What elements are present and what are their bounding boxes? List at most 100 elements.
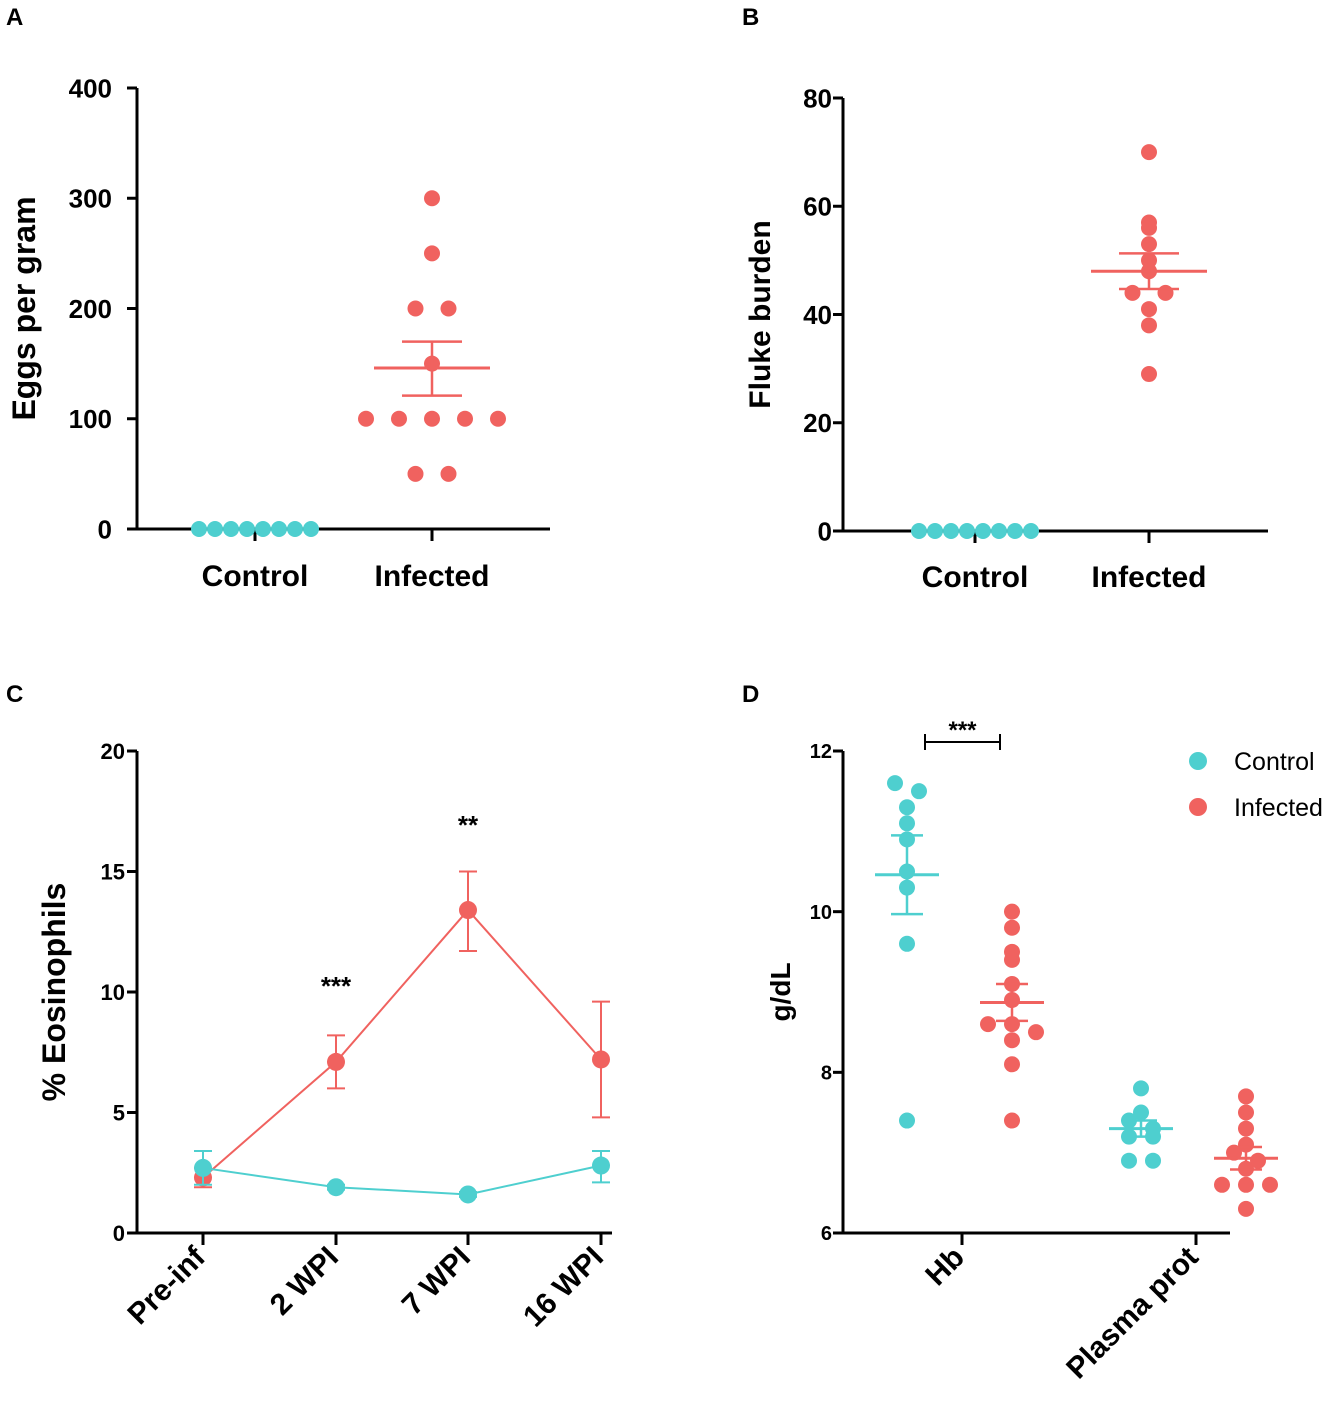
panel-d-point-infected [1238,1120,1254,1137]
panel-d-legend-marker-infected [1189,798,1207,816]
panel-d-legend-label-control: Control [1234,748,1315,776]
panel-b-point-infected [1157,284,1174,301]
panel-c-point-infected [327,1052,345,1071]
panel-b-point-control [959,523,975,539]
panel-c-point-infected [459,901,477,920]
panel-b-x-tick-label: Control [922,561,1029,594]
panel-a-y-tick-label: 100 [69,404,112,434]
panel-a-point-infected [358,410,374,427]
panel-letter-b: B [742,4,760,31]
panel-d-significance-label: *** [948,717,977,744]
panel-c-point-control [194,1158,212,1177]
panel-d-legend-label-infected: Infected [1234,794,1323,822]
panel-d-y-tick-label: 6 [821,1223,832,1245]
panel-d-point-infected [1250,1152,1266,1169]
panel-b-y-tick-label: 0 [818,516,832,546]
panel-a-y-tick-label: 200 [69,294,112,324]
panel-d-point-control [887,775,903,792]
panel-a-x-tick-label: Control [202,560,309,593]
panel-b-point-infected [1124,284,1141,301]
panel-c-x-tick-label: 16 WPI [517,1241,610,1334]
panel-b-y-tick-label: 20 [803,408,832,438]
panel-c-y-tick-label: 20 [101,739,125,764]
panel-b-point-control [911,523,927,539]
panel-d-point-infected [1238,1104,1254,1121]
panel-d-point-control [899,815,915,832]
panel-a-point-infected [490,410,506,427]
panel-letter-c: C [6,681,24,708]
panel-d-point-infected [980,1016,996,1033]
panel-d-point-control [1145,1152,1161,1169]
panel-c-point-control [459,1185,477,1204]
panel-b-y-tick-label: 40 [803,300,832,330]
panel-letter-d: D [742,681,760,708]
panel-a-point-control [255,521,271,537]
panel-a-point-infected [424,190,440,207]
panel-a-point-control [303,521,319,537]
panel-b-point-infected [1141,236,1157,253]
panel-b-y-tick-label: 60 [803,192,832,222]
panel-a-point-infected [407,465,424,482]
panel-a-point-control [287,521,303,537]
panel-b-point-control [991,523,1007,539]
panel-b-point-control [1007,523,1023,539]
panel-a-point-infected [424,245,440,262]
panel-d-point-infected [1238,1088,1254,1105]
panel-a-y-tick-label: 0 [98,514,112,544]
panel-a-point-infected [407,300,424,317]
panel-b-point-infected [1141,301,1157,318]
panel-a-point-control [223,521,239,537]
panel-b-y-tick-label: 80 [803,83,832,113]
panel-c-significance-label: *** [321,971,352,1001]
panel-d-point-control [899,935,915,952]
panel-d-point-infected [1004,951,1020,968]
panel-b-point-control [975,523,991,539]
panel-b-point-infected [1141,144,1157,161]
panel-a-x-tick-label: Infected [374,560,489,593]
panel-d-legend-marker-control [1189,752,1207,770]
panel-d-point-infected [1238,1136,1254,1153]
panel-d-y-tick-label: 10 [810,902,832,924]
panel-c-point-infected [592,1050,610,1069]
panel-b-point-infected [1141,366,1157,383]
panel-c-line-infected [202,908,602,1179]
panel-c-x-tick-label: Pre-inf [121,1240,212,1331]
panel-c-y-tick-label: 10 [101,980,125,1005]
panel-b-point-control [927,523,943,539]
panel-a-point-infected [424,410,440,427]
panel-d-point-control [1133,1104,1149,1121]
panel-d-point-control [1121,1152,1137,1169]
panel-c-x-tick-label: 7 WPI [396,1241,477,1322]
panel-d-point-control [899,799,915,816]
panel-a-point-control [271,521,287,537]
panel-c-point-control [327,1178,345,1197]
panel-d-x-tick-label: Hb [919,1241,971,1293]
panel-b-point-infected [1141,317,1157,334]
panel-d-point-infected [1226,1144,1242,1161]
panel-d-x-tick-label: Plasma prot [1060,1241,1205,1386]
panel-c-y-axis-label: % Eosinophils [36,883,72,1102]
panel-a-point-control [207,521,223,537]
panel-d-point-infected [1238,1176,1254,1193]
panel-c-y-tick-label: 15 [101,859,125,884]
panel-c-y-tick-label: 0 [113,1221,125,1246]
panel-d-point-control [911,783,927,800]
panel-c-x-tick-label: 2 WPI [264,1241,345,1322]
panel-a-point-infected [457,410,473,427]
panel-d-point-infected [1238,1200,1254,1217]
panel-d-y-tick-label: 12 [810,741,832,763]
panel-d-y-tick-label: 8 [821,1063,832,1085]
panel-a-point-control [191,521,207,537]
panel-c-point-control [592,1156,610,1175]
panel-a-point-infected [440,465,457,482]
panel-a-y-tick-label: 400 [69,73,112,103]
panel-c-significance-label: ** [458,810,479,840]
panel-a-y-tick-label: 300 [69,184,112,214]
panel-d-point-infected [1004,1112,1020,1129]
panel-d-point-infected [1004,919,1020,936]
panel-d-point-infected [1214,1176,1230,1193]
panel-b-point-infected [1141,219,1157,236]
panel-d-point-infected [1004,1056,1020,1073]
panel-d-point-infected [1028,1024,1044,1041]
